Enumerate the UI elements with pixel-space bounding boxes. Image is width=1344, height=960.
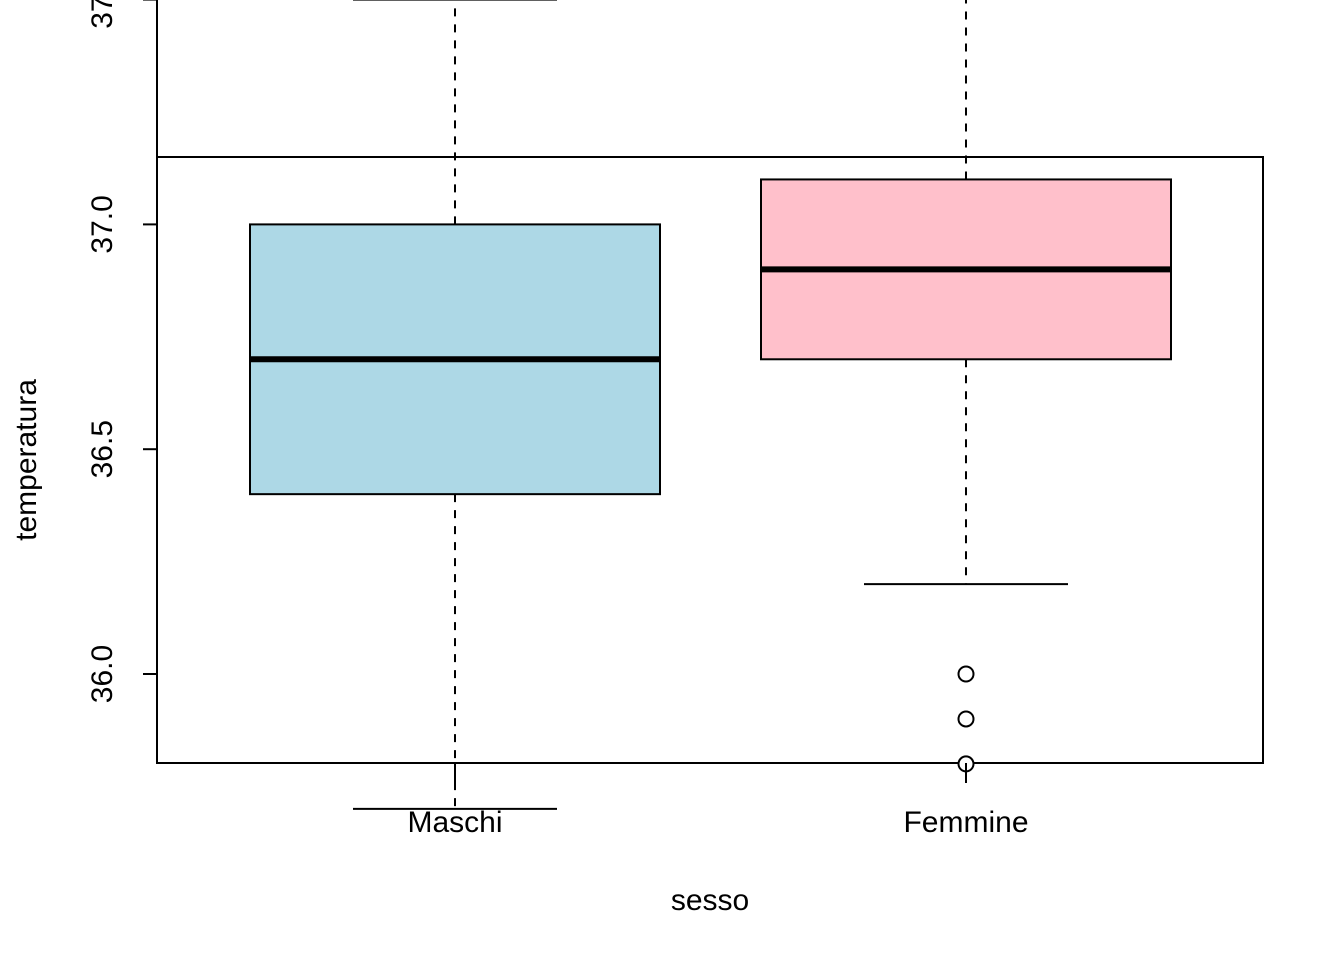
x-tick-label: Femmine <box>903 806 1028 839</box>
y-axis: 36.036.537.037.538.0 <box>86 0 158 703</box>
outlier-point <box>957 710 975 728</box>
chart-marks <box>249 0 1172 810</box>
x-axis: Maschi Femmine <box>407 763 1029 839</box>
y-axis-label: temperatura <box>10 379 43 541</box>
outlier-point <box>957 665 975 683</box>
y-tick-label: 37.5 <box>86 0 119 29</box>
y-tick-label: 36.5 <box>86 420 119 478</box>
x-tick-label: Maschi <box>407 806 502 839</box>
y-tick-label: 36.0 <box>86 645 119 703</box>
box-maschi <box>249 0 661 810</box>
x-axis-label: sesso <box>671 884 749 917</box>
y-tick-label: 37.0 <box>86 195 119 253</box>
box-femmine <box>760 0 1172 773</box>
